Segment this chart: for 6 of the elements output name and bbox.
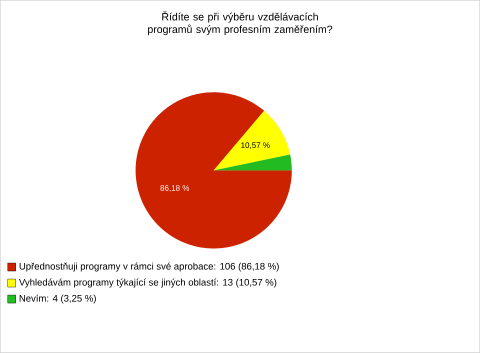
data-label: 86,18 % xyxy=(160,185,190,192)
legend-label: Nevím: 4 (3,25 %) xyxy=(20,294,96,304)
data-label: 10,57 % xyxy=(241,142,270,150)
legend-label: Vyhledávám programy týkající se jiných oblastí: 13 (10,57 %) xyxy=(18,278,276,288)
legend-label: Upřednostňuji programy v rámci své aprobace: 106 (86,18 %) xyxy=(20,262,279,272)
chart-title: Řídíte se při výběru vzdělávacích programů svým profesním zaměřením? xyxy=(148,11,332,36)
